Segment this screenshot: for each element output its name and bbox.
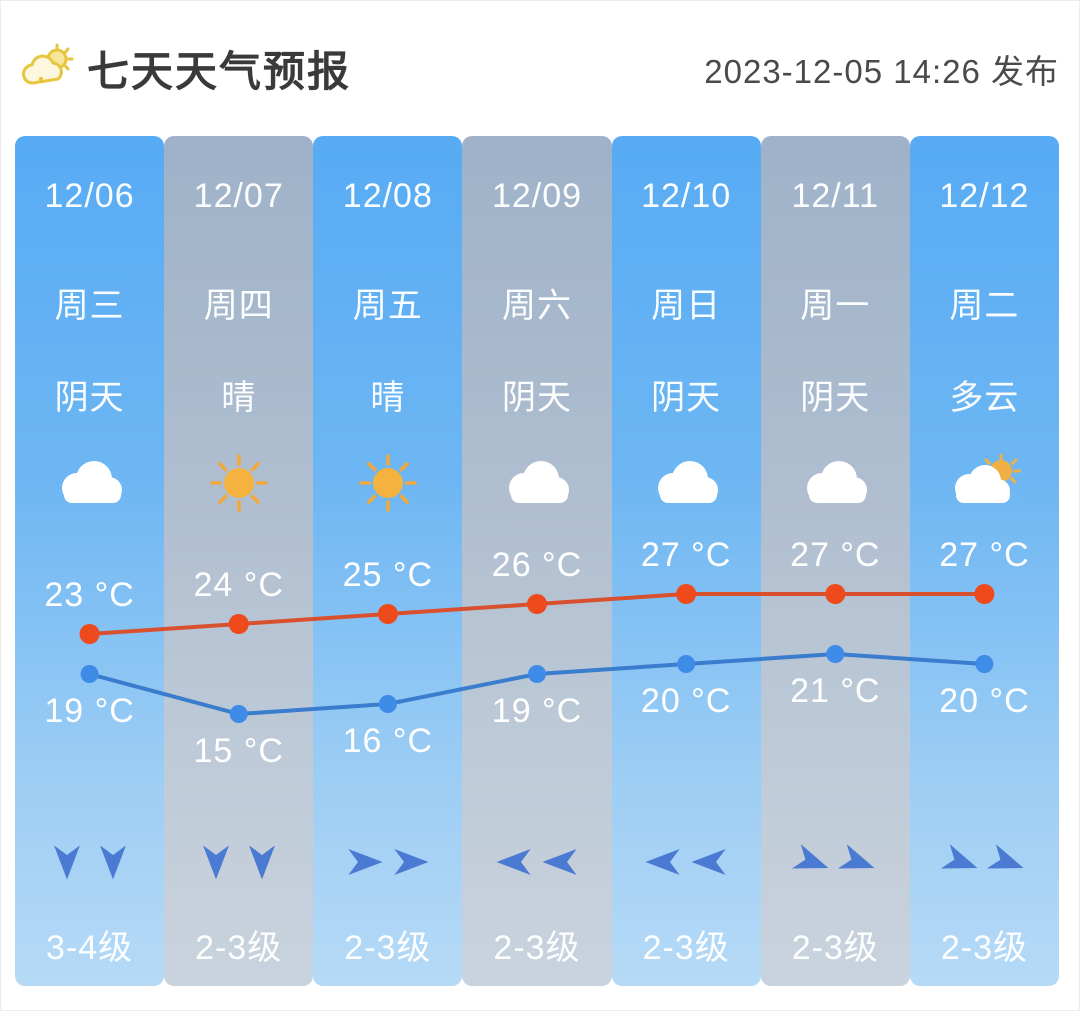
date-label: 12/07	[193, 176, 284, 215]
weekday-label: 周六	[501, 286, 572, 325]
sun-cloud-doodle-icon	[21, 43, 75, 94]
wind-arrow-icon	[99, 845, 126, 880]
date-label: 12/06	[44, 176, 135, 215]
wind-direction-icon	[345, 842, 431, 882]
page-title: 七天天气预报	[87, 48, 352, 95]
wind-level-label: 3-4级	[46, 928, 134, 967]
partly-cloudy-icon	[944, 453, 1024, 521]
wind-arrow-icon	[53, 845, 80, 880]
weekday-label: 周日	[651, 286, 722, 325]
weekday-label: 周一	[800, 286, 871, 325]
wind-direction-icon	[196, 842, 282, 882]
wind-direction-icon	[941, 842, 1027, 882]
sunny-icon	[209, 454, 268, 521]
weekday-label: 周三	[54, 286, 125, 325]
wind-arrow-icon	[394, 849, 429, 875]
wind-arrow-icon	[496, 849, 531, 875]
overcast-icon	[51, 457, 129, 518]
date-label: 12/10	[641, 176, 732, 215]
day-column-1[interactable]: 12/06 周三 阴天 3-4级	[15, 136, 165, 986]
wind-level-label: 2-3级	[344, 928, 432, 967]
wind-arrow-icon	[348, 849, 383, 875]
wind-arrow-icon	[987, 844, 1024, 869]
overcast-icon	[647, 457, 725, 518]
weekday-label: 周二	[949, 286, 1020, 325]
date-label: 12/11	[791, 176, 880, 215]
day-column-3[interactable]: 12/08 周五 晴 2-3级	[313, 136, 463, 986]
day-column-5[interactable]: 12/10 周日 阴天 2-3级	[611, 136, 761, 986]
weekday-label: 周五	[352, 286, 423, 325]
wind-level-label: 2-3级	[940, 928, 1028, 967]
wind-level-label: 2-3级	[195, 928, 283, 967]
wind-arrow-icon	[645, 849, 680, 875]
forecast-panel: 12/06 周三 阴天 3-4级 12/07 周四 晴	[15, 136, 1059, 986]
date-label: 12/08	[342, 176, 433, 215]
wind-direction-icon	[792, 842, 878, 882]
date-label: 12/09	[491, 176, 583, 215]
condition-label: 多云	[949, 378, 1020, 417]
wind-direction-icon	[47, 842, 133, 882]
condition-label: 阴天	[501, 378, 572, 417]
day-column-2[interactable]: 12/07 周四 晴 2-3级	[164, 136, 314, 986]
condition-label: 晴	[221, 378, 257, 417]
condition-label: 阴天	[651, 378, 722, 417]
day-column-4[interactable]: 12/09 周六 阴天 2-3级	[462, 136, 612, 986]
day-column-6[interactable]: 12/11 周一 阴天 2-3级	[760, 136, 910, 986]
sunny-icon	[359, 454, 417, 521]
condition-label: 晴	[370, 378, 406, 417]
date-label: 12/12	[939, 176, 1030, 215]
header: 七天天气预报 2023-12-05 14:26 发布	[1, 1, 1079, 136]
condition-label: 阴天	[800, 378, 871, 417]
wind-arrow-icon	[248, 845, 275, 880]
wind-arrow-icon	[792, 844, 829, 869]
wind-arrow-icon	[542, 849, 577, 875]
overcast-icon	[498, 457, 576, 518]
wind-level-label: 2-3级	[642, 928, 730, 967]
wind-arrow-icon	[691, 849, 726, 875]
wind-level-label: 2-3级	[791, 928, 879, 967]
wind-arrow-icon	[838, 844, 875, 869]
weekday-label: 周四	[203, 286, 274, 325]
wind-arrow-icon	[941, 844, 978, 869]
wind-arrow-icon	[202, 845, 229, 880]
overcast-icon	[796, 457, 874, 518]
wind-direction-icon	[494, 842, 580, 882]
condition-label: 阴天	[54, 378, 125, 417]
wind-level-label: 2-3级	[493, 928, 581, 967]
publish-time-label: 2023-12-05 14:26 发布	[704, 52, 1059, 90]
day-column-7[interactable]: 12/12 周二 多云 2-3级	[909, 136, 1059, 986]
wind-direction-icon	[643, 842, 729, 882]
